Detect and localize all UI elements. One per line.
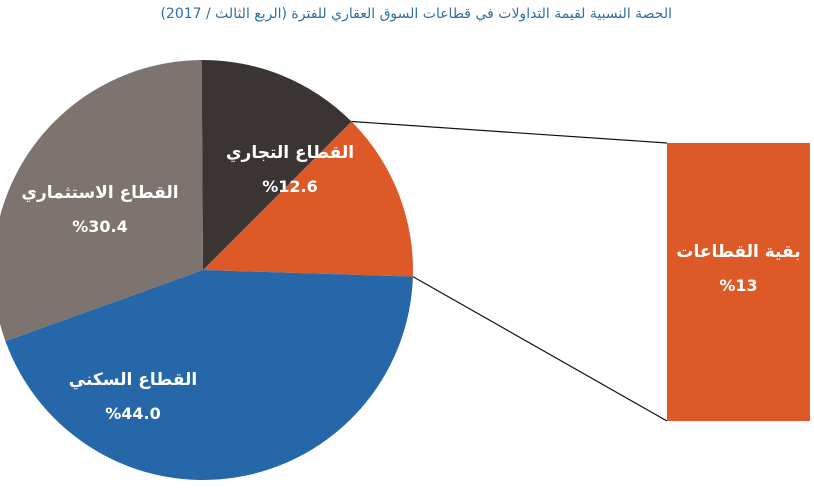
bar-label: بقية القطاعات [676, 242, 800, 262]
other-sectors-bar [667, 143, 810, 421]
connector-line-bottom [412, 276, 668, 422]
slice-value-0: %44.0 [105, 404, 161, 423]
slice-value-1: %30.4 [72, 217, 128, 236]
pie-slice-1 [0, 60, 203, 342]
connector-line-top [351, 120, 668, 144]
slice-label-1: القطاع الاستثماري [21, 183, 178, 203]
slice-label-0: القطاع السكني [69, 370, 197, 390]
chart-title: الحصة النسبية لقيمة التداولات في قطاعات … [160, 6, 672, 22]
slice-label-2: القطاع التجاري [226, 143, 354, 163]
pie-slice-0 [5, 270, 413, 480]
pie-slice-3 [203, 121, 413, 277]
bar-value: %13 [719, 276, 757, 295]
slice-value-2: %12.6 [262, 177, 318, 196]
pie-slice-2 [201, 60, 352, 270]
